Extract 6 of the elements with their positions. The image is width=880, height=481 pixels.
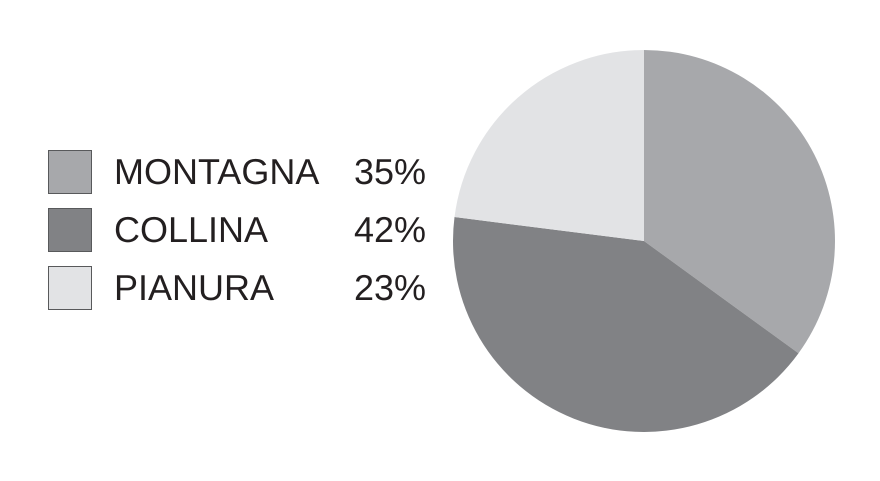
legend-label: PIANURA	[114, 267, 276, 309]
data-label: 35%	[354, 151, 426, 193]
data-label: 23%	[354, 267, 426, 309]
legend-label: COLLINA	[114, 209, 270, 251]
data-label: 42%	[354, 209, 426, 251]
legend-label: MONTAGNA	[114, 151, 320, 193]
